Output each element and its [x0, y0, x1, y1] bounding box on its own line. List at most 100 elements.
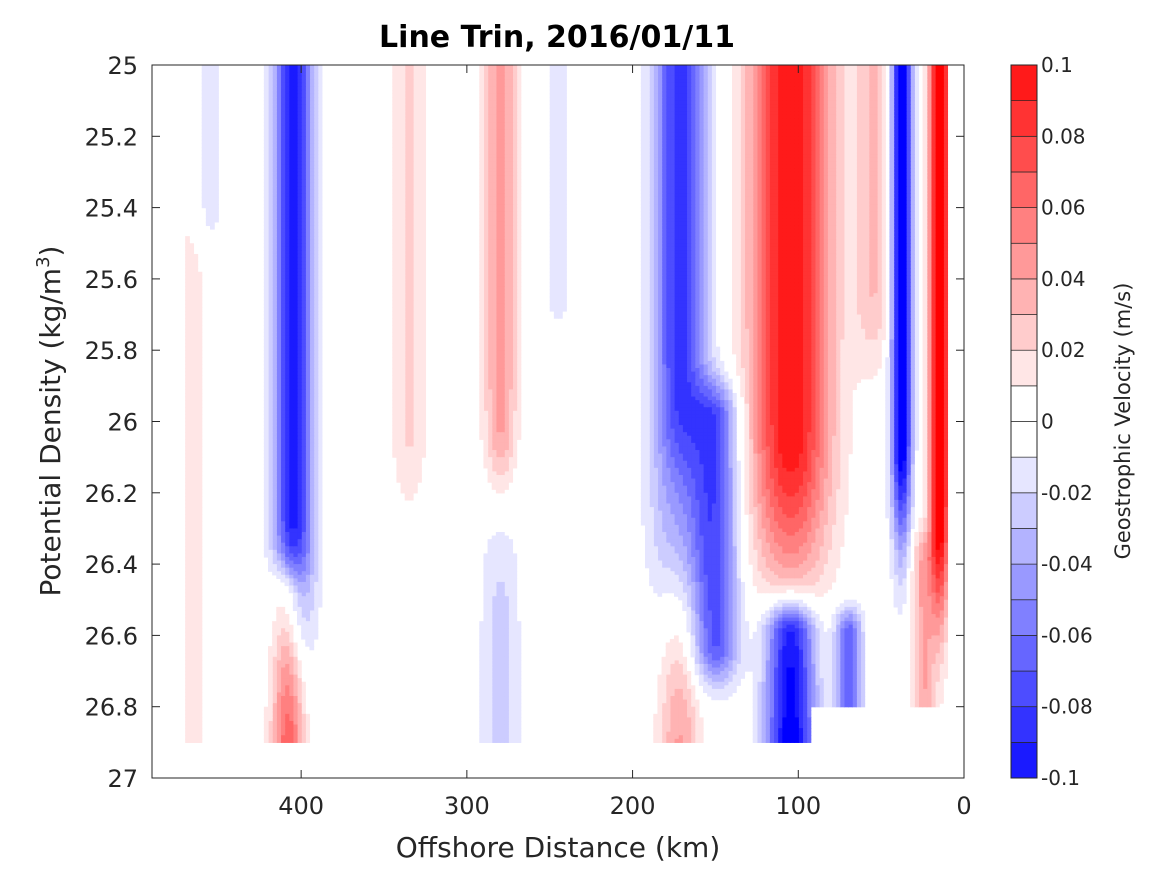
contour-cell [922, 696, 928, 701]
contour-cell [864, 221, 870, 227]
contour-cell [839, 671, 845, 676]
contour-cell [848, 118, 853, 123]
contour-cell [897, 425, 903, 430]
contour-cell [839, 93, 845, 98]
contour-cell [943, 617, 949, 622]
contour-cell [831, 503, 837, 508]
contour-cell [922, 514, 928, 519]
contour-cell [848, 321, 853, 326]
contour-cell [930, 136, 936, 141]
contour-cell [814, 307, 820, 312]
contour-cell [935, 703, 940, 708]
contour-cell [819, 150, 824, 155]
contour-cell [897, 246, 903, 251]
contour-cell [943, 346, 949, 351]
contour-cell [943, 332, 949, 337]
contour-cell [918, 564, 924, 569]
contour-cell [860, 696, 866, 701]
contour-cell [881, 214, 886, 219]
contour-cell [864, 343, 870, 348]
contour-cell [819, 257, 824, 262]
contour-cell [835, 635, 841, 640]
contour-cell [814, 446, 820, 451]
contour-cell [935, 688, 940, 694]
contour-cell [802, 346, 808, 351]
contour-cell [881, 236, 886, 241]
contour-cell [814, 250, 820, 255]
contour-cell [901, 439, 907, 444]
contour-cell [939, 207, 944, 212]
contour-cell [814, 474, 820, 480]
contour-cell [897, 218, 903, 223]
contour-cell [939, 642, 944, 647]
contour-cell [893, 578, 899, 583]
contour-cell [806, 86, 812, 91]
contour-cell [806, 728, 812, 733]
contour-cell [839, 446, 845, 451]
contour-cell [802, 400, 808, 405]
contour-cell [901, 421, 907, 426]
contour-cell [823, 681, 828, 686]
contour-cell [823, 86, 828, 91]
contour-cell [831, 186, 837, 191]
contour-cell [930, 624, 936, 629]
contour-cell [906, 100, 911, 105]
contour-cell [843, 65, 849, 70]
contour-cell [930, 403, 936, 408]
contour-cell [852, 638, 857, 644]
contour-cell [906, 549, 911, 555]
contour-cell [835, 122, 841, 127]
contour-cell [856, 307, 862, 312]
contour-cell [906, 97, 911, 102]
contour-cell [885, 514, 891, 519]
contour-cell [889, 118, 895, 123]
contour-cell [939, 97, 944, 102]
contour-cell [802, 474, 808, 480]
contour-cell [914, 100, 920, 105]
contour-cell [914, 425, 920, 430]
contour-cell [877, 143, 882, 148]
contour-cell [823, 250, 828, 255]
contour-cell [881, 286, 886, 291]
contour-cell [814, 357, 820, 362]
contour-cell [901, 378, 907, 383]
contour-cell [910, 649, 915, 654]
contour-cell [901, 193, 907, 198]
contour-cell [930, 521, 936, 526]
contour-cell [819, 193, 824, 198]
contour-cell [914, 442, 920, 448]
contour-cell [881, 261, 886, 266]
contour-cell [935, 685, 940, 690]
contour-cell [819, 314, 824, 319]
contour-cell [868, 218, 874, 223]
contour-cell [877, 104, 882, 109]
contour-cell [872, 211, 878, 216]
contour-cell [926, 614, 932, 619]
contour-cell [806, 453, 812, 458]
contour-cell [935, 257, 940, 262]
contour-cell [819, 72, 824, 77]
contour-cell [868, 243, 874, 248]
contour-cell [877, 232, 882, 237]
contour-cell [930, 89, 936, 95]
contour-cell [810, 460, 816, 465]
contour-cell [806, 450, 812, 455]
contour-cell [814, 79, 820, 84]
contour-cell [819, 286, 824, 291]
contour-cell [827, 136, 833, 141]
contour-cell [814, 268, 820, 273]
contour-cell [926, 663, 932, 669]
contour-cell [835, 286, 841, 291]
contour-cell [806, 350, 812, 355]
contour-cell [806, 571, 812, 576]
contour-cell [860, 104, 866, 109]
contour-cell [889, 392, 895, 398]
contour-cell [930, 656, 936, 661]
contour-cell [910, 378, 915, 383]
contour-cell [877, 100, 882, 105]
contour-cell [843, 339, 849, 344]
contour-cell [864, 107, 870, 112]
contour-cell [906, 514, 911, 519]
contour-cell [860, 111, 866, 116]
contour-cell [827, 485, 833, 490]
